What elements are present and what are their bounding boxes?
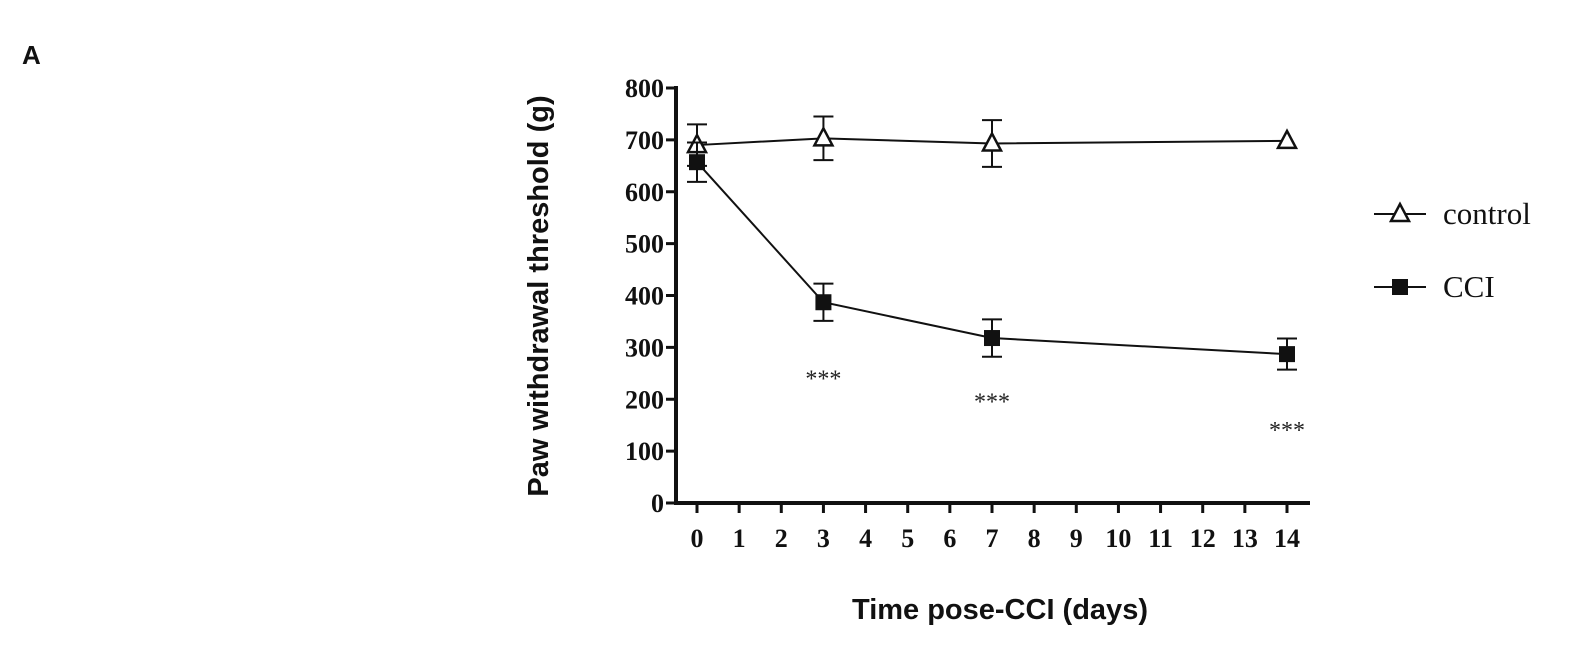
legend: control CCI: [1374, 196, 1531, 304]
y-tick-label: 300: [625, 333, 664, 362]
y-ticks: 0 100 200 300 400 500 600 700 800: [625, 74, 676, 518]
y-tick-label: 0: [651, 489, 664, 518]
data-point-cci: [1279, 346, 1295, 363]
x-tick-label: 11: [1148, 524, 1173, 553]
y-tick-label: 800: [625, 74, 664, 103]
x-tick-label: 0: [691, 524, 704, 553]
data-point-control: [812, 125, 835, 147]
significance-label: ***: [805, 366, 841, 392]
x-tick-label: 5: [901, 524, 914, 553]
x-tick-label: 12: [1190, 524, 1216, 553]
x-tick-label: 3: [817, 524, 830, 553]
x-tick-label: 7: [986, 524, 999, 553]
legend-marker-cci: [1392, 279, 1408, 295]
y-tick-label: 600: [625, 178, 664, 207]
y-tick-label: 700: [625, 126, 664, 155]
y-tick-label: 100: [625, 437, 664, 466]
y-tick-label: 200: [625, 385, 664, 414]
y-tick-label: 500: [625, 230, 664, 259]
annotations: *** *** ***: [805, 366, 1305, 444]
panel-label: A: [22, 40, 41, 70]
series-layer: [685, 115, 1299, 371]
data-point-control: [1275, 128, 1299, 150]
x-tick-label: 1: [733, 524, 746, 553]
significance-label: ***: [1269, 418, 1305, 444]
x-axis-label: Time pose-CCI (days): [852, 594, 1148, 626]
significance-label: ***: [974, 390, 1010, 416]
x-tick-label: 2: [775, 524, 788, 553]
data-point-cci: [815, 294, 832, 311]
y-axis-label: Paw withdrawal threshold (g): [523, 95, 555, 496]
series-line-cci: [696, 161, 1288, 356]
y-tick-label: 400: [625, 282, 664, 311]
x-tick-label: 13: [1232, 524, 1258, 553]
series-line-control: [696, 137, 1288, 147]
x-tick-label: 8: [1028, 524, 1041, 553]
x-ticks: 0 1 2 3 4 5 6 7 8 9 10 11 12 13 14: [691, 503, 1300, 553]
data-point-control: [980, 130, 1004, 152]
legend-label-cci: CCI: [1443, 269, 1495, 304]
data-point-cci: [689, 154, 705, 171]
legend-marker-control: [1388, 201, 1412, 223]
x-tick-label: 14: [1274, 524, 1300, 553]
data-point-cci: [984, 330, 1000, 347]
x-tick-label: 4: [859, 524, 872, 553]
x-tick-label: 9: [1070, 524, 1083, 553]
legend-label-control: control: [1443, 196, 1531, 231]
x-tick-label: 6: [943, 524, 956, 553]
x-tick-label: 10: [1105, 524, 1131, 553]
